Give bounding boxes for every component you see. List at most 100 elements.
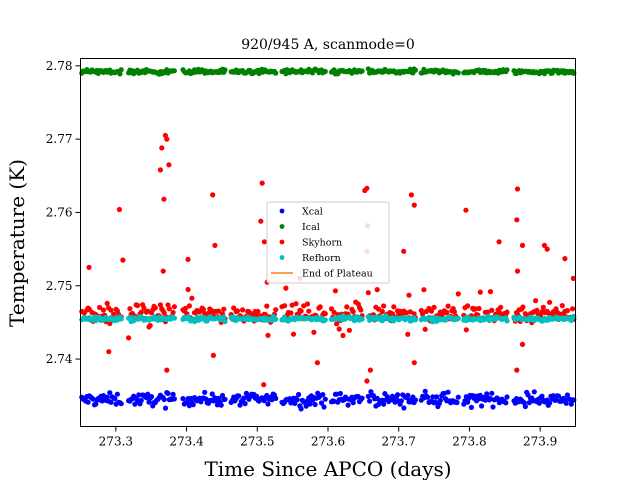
y-tick-label: 2.76 <box>46 205 73 219</box>
data-point <box>146 399 152 405</box>
data-point-outlier <box>166 162 172 168</box>
data-point-outlier <box>261 382 267 388</box>
data-point <box>367 398 373 404</box>
data-point <box>331 309 337 315</box>
data-point-outlier <box>544 246 550 252</box>
data-point <box>171 396 177 402</box>
data-point <box>412 397 418 403</box>
data-point-outlier <box>408 192 414 198</box>
data-point-outlier <box>411 360 417 366</box>
data-point <box>100 307 106 313</box>
data-point <box>477 392 483 398</box>
data-point <box>185 286 191 293</box>
data-point-outlier <box>514 186 521 192</box>
data-point <box>112 396 118 402</box>
data-point <box>454 399 460 406</box>
data-point <box>85 399 91 405</box>
data-point <box>293 301 299 307</box>
data-point <box>504 67 510 73</box>
data-point <box>288 310 294 316</box>
data-point <box>379 308 385 315</box>
data-point <box>392 399 398 405</box>
data-point <box>498 304 504 310</box>
data-point <box>465 303 471 309</box>
data-point-outlier <box>164 367 170 373</box>
x-tick-label: 273.7 <box>382 435 416 449</box>
data-point <box>273 316 279 322</box>
data-point <box>455 70 461 76</box>
data-point <box>219 392 226 399</box>
data-point <box>322 396 328 402</box>
data-point <box>547 400 553 406</box>
data-point <box>221 314 227 320</box>
data-point <box>136 392 142 398</box>
data-point <box>282 303 288 309</box>
data-point <box>425 394 431 400</box>
data-point <box>183 305 189 311</box>
data-point <box>273 307 279 313</box>
data-point <box>290 331 297 337</box>
legend-box <box>266 201 390 284</box>
data-point <box>114 391 120 397</box>
legend-entry: Ical <box>279 222 320 233</box>
data-point <box>437 397 443 403</box>
data-point <box>533 298 539 304</box>
data-point <box>503 400 509 406</box>
x-tick-label: 273.4 <box>169 435 204 449</box>
data-point <box>430 394 436 400</box>
data-point <box>405 331 411 337</box>
legend-dot-marker <box>279 224 285 229</box>
data-point <box>559 303 565 309</box>
data-point <box>345 402 351 408</box>
data-point <box>401 405 407 411</box>
data-point <box>489 307 495 313</box>
data-point <box>234 308 241 314</box>
data-point <box>126 335 132 341</box>
x-tick-label: 273.8 <box>452 435 486 449</box>
data-point <box>104 394 110 400</box>
data-point <box>520 304 526 310</box>
data-point <box>236 393 242 399</box>
data-point <box>303 403 309 409</box>
data-point <box>255 308 261 315</box>
y-tick-label: 2.77 <box>46 132 73 146</box>
data-point <box>455 291 461 297</box>
data-point <box>476 305 482 312</box>
data-point <box>564 308 571 314</box>
data-point-outlier <box>411 202 417 208</box>
data-point-outlier <box>463 207 469 213</box>
data-point-outlier <box>541 242 548 248</box>
data-point-outlier <box>562 256 568 262</box>
data-point <box>190 402 196 408</box>
data-point <box>216 308 222 314</box>
legend-dot-marker <box>279 255 285 260</box>
y-tick-label: 2.74 <box>46 352 73 366</box>
y-tick-label: 2.75 <box>46 279 73 293</box>
data-point-outlier <box>116 206 122 213</box>
data-point <box>405 392 411 398</box>
data-point <box>147 322 153 329</box>
data-point-outlier <box>161 196 167 202</box>
y-axis-label: Temperature (K) <box>5 159 29 327</box>
data-point <box>337 390 343 397</box>
data-point-outlier <box>570 275 577 281</box>
data-point <box>152 305 158 311</box>
data-point <box>180 396 186 402</box>
data-point <box>487 289 494 295</box>
legend-entry: Xcal <box>279 207 323 218</box>
data-point <box>265 332 271 338</box>
legend-dot-marker <box>279 208 285 214</box>
data-point <box>322 311 328 317</box>
data-point-outlier <box>314 360 320 366</box>
data-point <box>218 402 224 408</box>
data-point <box>145 391 151 397</box>
data-point <box>451 309 457 315</box>
data-point <box>171 304 177 310</box>
data-point <box>221 306 227 312</box>
series-xcal <box>79 388 577 412</box>
data-point <box>420 311 426 317</box>
data-point <box>412 317 418 323</box>
data-point-outlier <box>210 192 216 198</box>
data-point <box>161 310 167 316</box>
